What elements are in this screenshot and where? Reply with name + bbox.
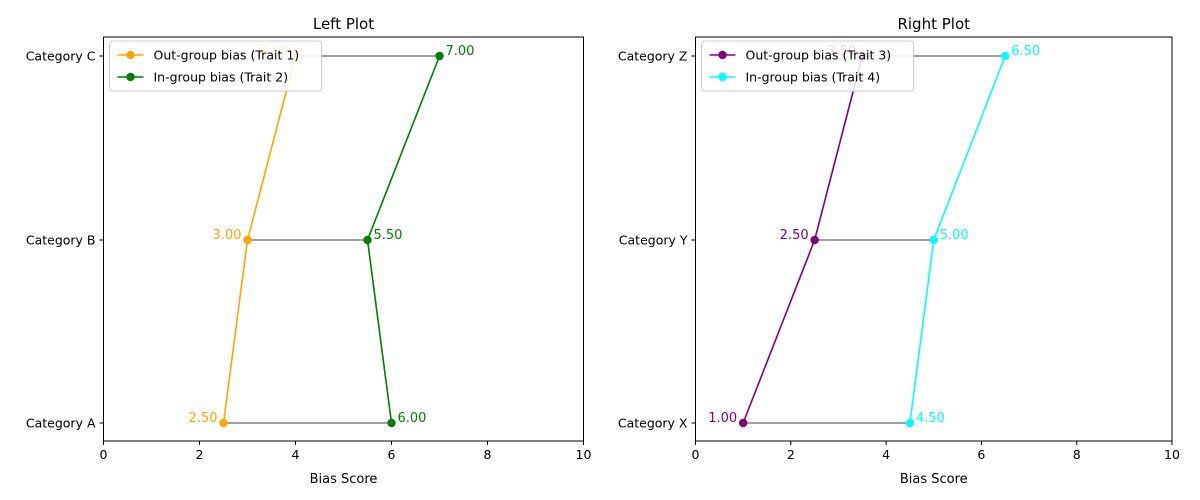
y-tick-label: Category Z bbox=[618, 49, 688, 64]
legend-label: Out-group bias (Trait 3) bbox=[746, 48, 892, 63]
legend-marker bbox=[718, 72, 727, 82]
legend-label: In-group bias (Trait 2) bbox=[154, 70, 289, 85]
x-tick-label: 8 bbox=[484, 447, 492, 462]
plot-title: Right Plot bbox=[897, 15, 970, 33]
data-point bbox=[243, 235, 252, 245]
x-tick-label: 10 bbox=[1164, 447, 1180, 462]
data-label: 6.50 bbox=[1011, 44, 1040, 59]
data-point bbox=[738, 418, 748, 428]
x-tick-label: 6 bbox=[388, 447, 396, 462]
x-tick-label: 2 bbox=[196, 447, 204, 462]
data-label: 3.00 bbox=[213, 228, 242, 243]
y-tick-label: Category A bbox=[26, 416, 96, 431]
right-plot-panel: Right Plot1.002.503.504.505.006.50024681… bbox=[618, 15, 1180, 487]
axes-frame bbox=[103, 36, 584, 442]
data-label: 2.50 bbox=[189, 411, 218, 426]
data-point bbox=[387, 418, 396, 428]
x-tick-label: 4 bbox=[292, 447, 300, 462]
data-label: 4.50 bbox=[916, 411, 945, 426]
x-tick-label: 2 bbox=[787, 447, 795, 462]
y-tick-label: Category X bbox=[618, 416, 688, 431]
x-tick-label: 0 bbox=[100, 447, 108, 462]
data-point bbox=[435, 51, 444, 61]
data-point bbox=[929, 235, 938, 245]
legend-label: Out-group bias (Trait 1) bbox=[154, 48, 300, 63]
data-point bbox=[1001, 51, 1010, 61]
legend: Out-group bias (Trait 3) In-group bias (T… bbox=[701, 40, 914, 92]
x-tick-label: 6 bbox=[977, 447, 985, 462]
legend-marker bbox=[126, 72, 135, 82]
data-label: 6.00 bbox=[398, 411, 427, 426]
axes-frame bbox=[695, 36, 1173, 442]
data-point bbox=[810, 235, 819, 245]
legend: Out-group bias (Trait 1) In-group bias (T… bbox=[109, 40, 322, 92]
data-point bbox=[905, 418, 915, 428]
x-tick-label: 4 bbox=[882, 447, 890, 462]
data-label: 1.00 bbox=[708, 411, 737, 426]
x-axis-label: Bias Score bbox=[310, 472, 378, 487]
x-tick-label: 8 bbox=[1073, 447, 1081, 462]
legend-marker bbox=[126, 50, 135, 60]
data-point bbox=[363, 235, 372, 245]
data-label: 7.00 bbox=[446, 44, 475, 59]
data-point bbox=[219, 418, 228, 428]
x-tick-label: 0 bbox=[692, 447, 700, 462]
x-axis-label: Bias Score bbox=[900, 472, 968, 487]
y-tick-label: Category B bbox=[26, 233, 96, 248]
data-label: 5.00 bbox=[940, 228, 969, 243]
data-label: 5.50 bbox=[374, 228, 403, 243]
left-plot-panel: Left Plot2.503.004.006.005.507.000246810… bbox=[26, 15, 592, 487]
data-label: 2.50 bbox=[780, 228, 809, 243]
y-tick-label: Category Y bbox=[619, 233, 688, 248]
legend-marker bbox=[718, 50, 727, 60]
y-tick-label: Category C bbox=[26, 49, 96, 64]
plot-title: Left Plot bbox=[313, 15, 374, 33]
x-tick-label: 10 bbox=[576, 447, 592, 462]
legend-label: In-group bias (Trait 4) bbox=[746, 70, 881, 85]
legend-box bbox=[109, 40, 322, 92]
legend-box bbox=[701, 40, 914, 92]
